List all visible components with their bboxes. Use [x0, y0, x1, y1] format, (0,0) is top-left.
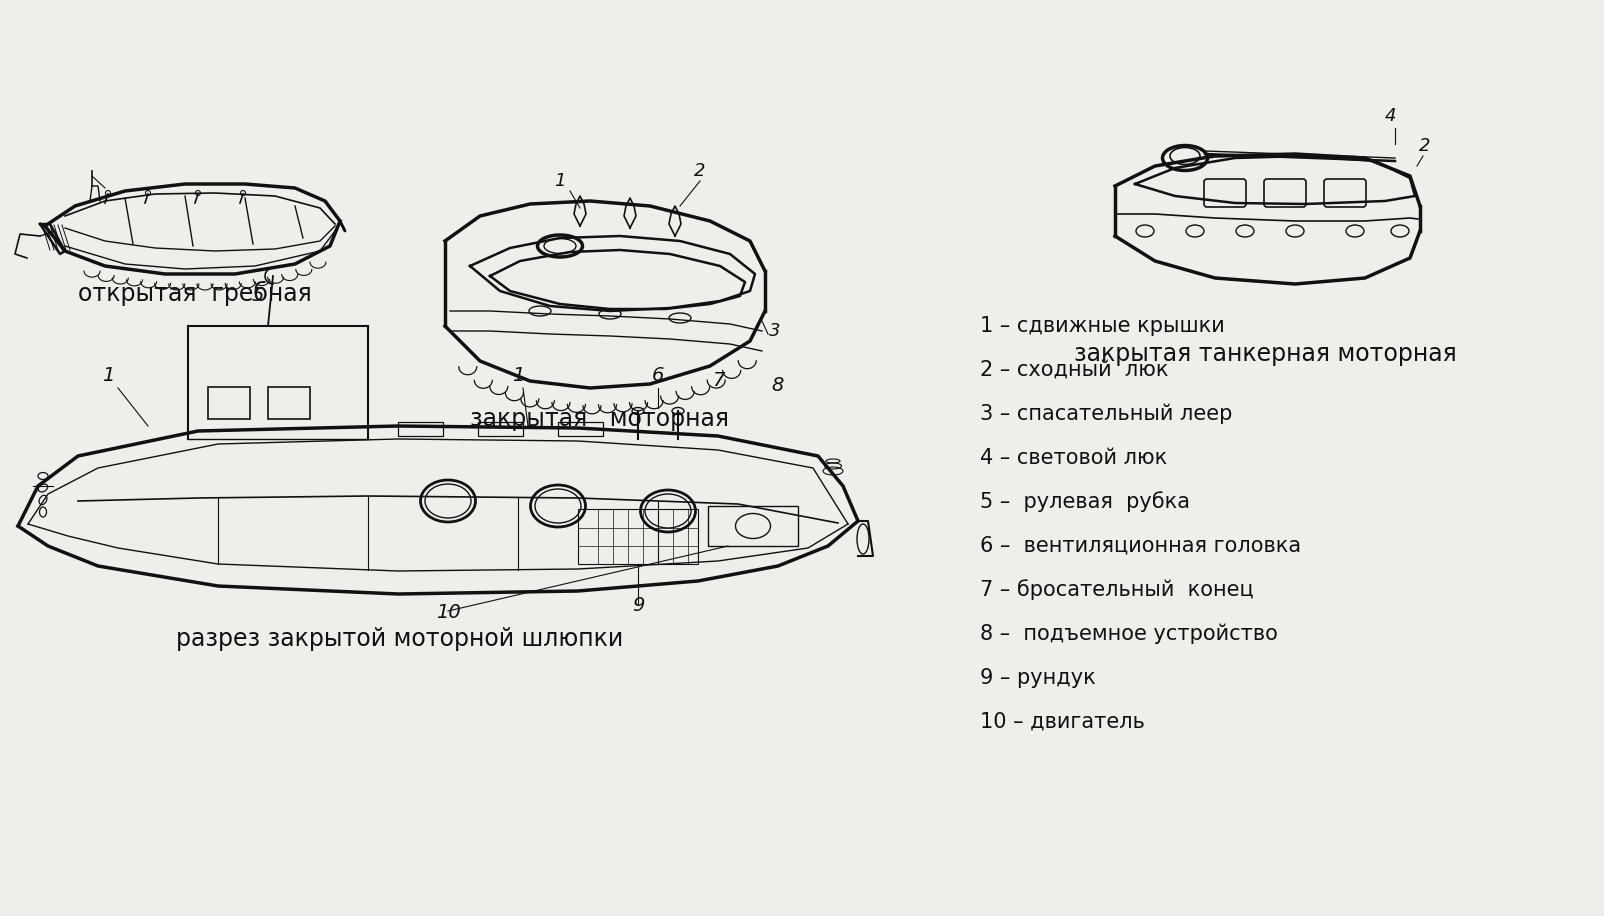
Text: 1: 1	[101, 366, 114, 385]
Text: 6: 6	[651, 366, 664, 385]
Text: 6 –  вентиляционная головка: 6 – вентиляционная головка	[980, 536, 1301, 556]
Text: 5: 5	[252, 286, 265, 305]
Text: 2 – сходный  люк: 2 – сходный люк	[980, 360, 1168, 380]
Bar	[707, 506, 799, 546]
Text: 9 – рундук: 9 – рундук	[980, 668, 1096, 688]
Text: разрез закрытой моторной шлюпки: разрез закрытой моторной шлюпки	[176, 627, 624, 651]
Text: 10 – двигатель: 10 – двигатель	[980, 712, 1145, 732]
Text: закрытая   моторная: закрытая моторная	[470, 407, 730, 431]
Bar	[577, 509, 698, 564]
Bar	[558, 422, 603, 436]
Bar	[209, 387, 250, 419]
Text: 3 – спасательный леер: 3 – спасательный леер	[980, 404, 1232, 424]
Text: 1: 1	[555, 172, 566, 190]
Text: 2: 2	[695, 162, 706, 180]
Text: 2: 2	[1420, 137, 1431, 155]
Text: 10: 10	[436, 603, 460, 622]
Bar	[398, 422, 443, 436]
Bar	[478, 422, 523, 436]
Text: 7: 7	[712, 371, 723, 390]
Text: 3: 3	[770, 322, 781, 340]
Text: открытая  гребная: открытая гребная	[79, 281, 311, 306]
Text: 1 – сдвижные крышки: 1 – сдвижные крышки	[980, 316, 1225, 336]
Text: 1: 1	[512, 366, 525, 385]
Text: 8 –  подъемное устройство: 8 – подъемное устройство	[980, 624, 1278, 644]
Text: 9: 9	[632, 596, 645, 615]
Text: 8: 8	[772, 376, 784, 395]
Text: 4 – световой люк: 4 – световой люк	[980, 448, 1168, 468]
Bar	[268, 387, 310, 419]
Text: 4: 4	[1384, 107, 1395, 125]
Text: 5 –  рулевая  рубка: 5 – рулевая рубка	[980, 492, 1190, 512]
Text: 7 – бросательный  конец: 7 – бросательный конец	[980, 580, 1254, 600]
Text: закрытая танкерная моторная: закрытая танкерная моторная	[1073, 342, 1456, 366]
